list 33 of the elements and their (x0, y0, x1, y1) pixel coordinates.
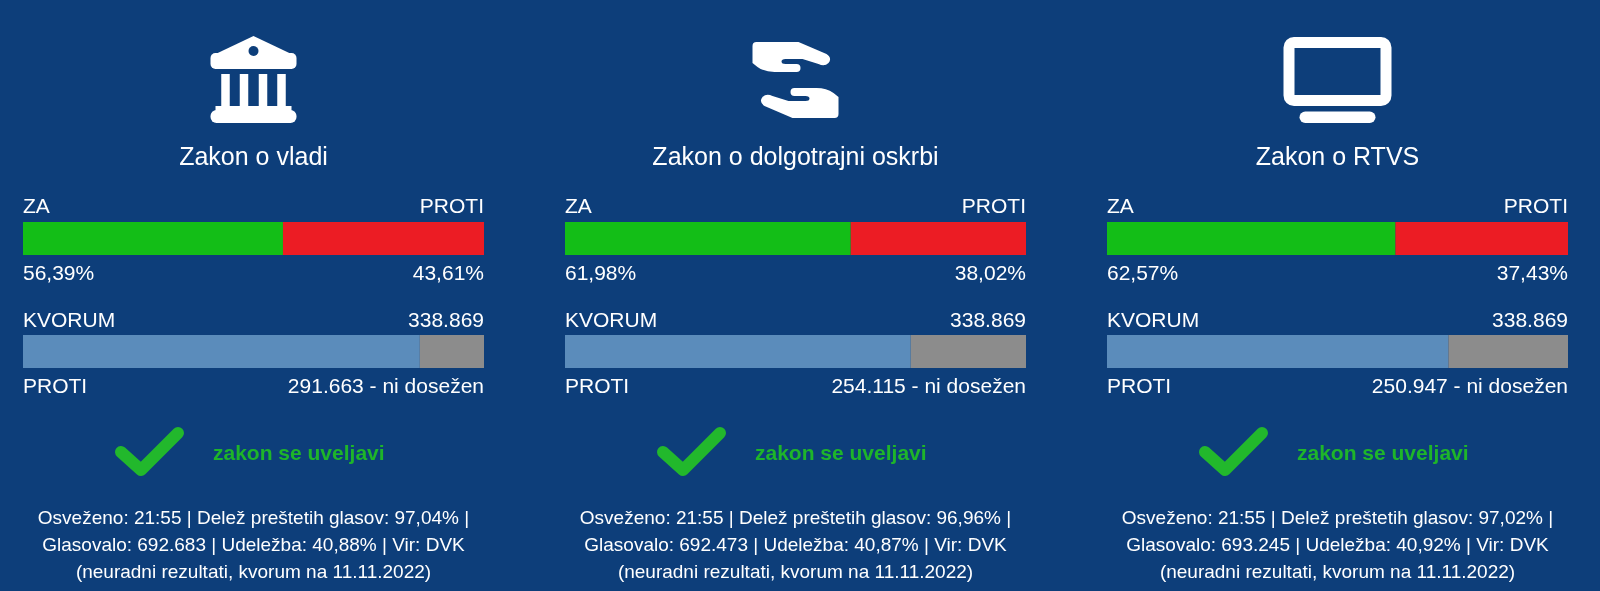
total-label: 338.869 (1492, 308, 1568, 331)
data-label: 38,02% (954, 261, 1026, 284)
data-label: 43,61% (412, 261, 484, 284)
total-label: 338.869 (408, 308, 484, 331)
series-label: ZA (1107, 194, 1134, 217)
text: KVORUM (565, 308, 658, 331)
text: Osveženo: 21:55 | Delež preštetih glasov: 97,02% | Glasovalo: 693.245 | Udeležba: 40,92% | Vir: DVK (neuradni rezultati, kvorum na 11.11.2022) (1121, 507, 1554, 582)
series-label: ZA (565, 194, 592, 217)
series-label: PROTI (1503, 194, 1568, 217)
data-label: 61,98% (565, 261, 637, 284)
series-label: ZA (23, 194, 50, 217)
text: KVORUM (1107, 308, 1200, 331)
text: zakon se uveljavi (755, 441, 927, 464)
chart-title: Zakon o vladi (179, 142, 328, 170)
series-label: PROTI (961, 194, 1026, 217)
text: Osveženo: 21:55 | Delež preštetih glasov: 96,96% | Glasovalo: 692.473 | Udeležba: 40,87% | Vir: DVK (neuradni rezultati, kvorum na 11.11.2022) (579, 507, 1012, 582)
series-label: PROTI (23, 374, 88, 397)
series-label: PROTI (1107, 374, 1172, 397)
text: KVORUM (23, 308, 116, 331)
data-label: 37,43% (1496, 261, 1568, 284)
total-label: 338.869 (950, 308, 1026, 331)
series-label: PROTI (419, 194, 484, 217)
text: zakon se uveljavi (1297, 441, 1469, 464)
data-label: 254.115 - ni dosežen (831, 374, 1026, 397)
series-label: PROTI (565, 374, 630, 397)
data-label: 291.663 - ni dosežen (287, 374, 484, 397)
chart-title: Zakon o dolgotrajni oskrbi (652, 142, 939, 170)
data-label: 250.947 - ni dosežen (1371, 374, 1568, 397)
data-label: 56,39% (23, 261, 95, 284)
data-label: 62,57% (1107, 261, 1179, 284)
text: Osveženo: 21:55 | Delež preštetih glasov: 97,04% | Glasovalo: 692.683 | Udeležba: 40,88% | Vir: DVK (neuradni rezultati, kvorum na 11.11.2022) (37, 507, 470, 582)
text: zakon se uveljavi (213, 441, 385, 464)
chart-title: Zakon o RTVS (1255, 142, 1420, 170)
